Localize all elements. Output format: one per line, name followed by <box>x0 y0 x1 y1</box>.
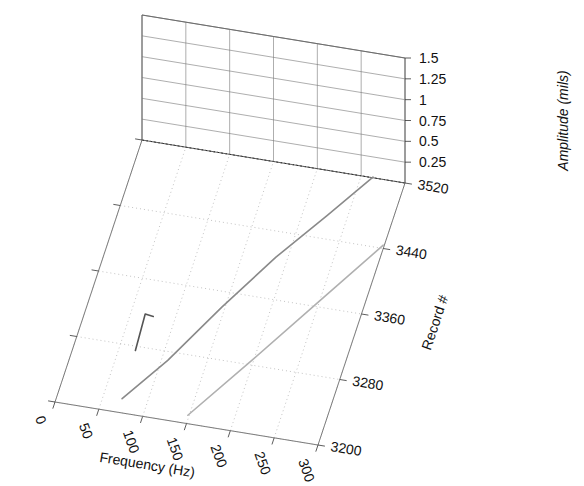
tick-y <box>405 58 411 59</box>
tick-x <box>272 438 274 445</box>
tick-z <box>362 314 369 315</box>
ridge <box>135 314 153 350</box>
tick-z <box>92 270 99 271</box>
tick-x <box>184 424 186 431</box>
floor-grid-x <box>55 140 142 402</box>
floor-grid-z <box>55 402 318 445</box>
tick-label-x: 150 <box>164 435 187 463</box>
tick-z <box>70 335 77 336</box>
wall-grid-y <box>142 36 405 79</box>
wall-grid-y <box>142 78 405 121</box>
tick-x <box>140 416 142 423</box>
tick-y <box>405 162 411 163</box>
floor-grid-x <box>230 169 317 431</box>
tick-y <box>405 78 411 79</box>
tick-label-y: 0.5 <box>419 133 439 149</box>
floor-grid-x <box>187 162 274 424</box>
axis-title-z: Record # <box>418 293 451 352</box>
wall-grid-y <box>142 119 405 162</box>
tick-label-z: 3360 <box>373 307 407 328</box>
tick-z <box>48 401 55 402</box>
tick-label-y: 1 <box>419 92 427 108</box>
axis-title-y: Amplitude (mils) <box>555 70 571 171</box>
tick-z <box>113 204 120 205</box>
tick-z <box>405 183 412 184</box>
tick-x <box>53 402 55 409</box>
tick-y <box>405 99 411 100</box>
floor-grid-z <box>99 271 362 314</box>
tick-label-z: 3440 <box>395 242 429 263</box>
tick-z <box>340 380 347 381</box>
wall-grid-y <box>142 57 405 100</box>
chart: 0 50 100 150 200 250 300 3200 3280 3360 3440 3520 0.… <box>0 0 584 486</box>
tick-label-x: 250 <box>251 449 274 477</box>
floor-grid-z <box>120 206 383 249</box>
tick-y <box>405 120 411 121</box>
floor-grid-z <box>77 337 340 380</box>
tick-y <box>405 141 411 142</box>
tick-label-z: 3200 <box>330 438 364 459</box>
floor-grid-z <box>142 140 405 183</box>
data-group <box>122 177 383 415</box>
axis-title-x: Frequency (Hz) <box>98 449 196 480</box>
tick-label-y: 1.25 <box>419 71 446 87</box>
tick-x <box>316 445 318 452</box>
wall-grid-y <box>142 98 405 141</box>
tick-label-x: 100 <box>120 428 143 456</box>
ridge <box>188 245 383 415</box>
tick-label-x: 300 <box>295 457 318 485</box>
wall-grid-y <box>142 15 405 58</box>
tick-label-x: 50 <box>76 421 96 441</box>
tick-label-y: 0.25 <box>419 154 446 170</box>
tick-label-y: 1.5 <box>419 50 439 66</box>
back-wall <box>142 15 405 183</box>
tick-z <box>383 249 390 250</box>
tick-x <box>228 431 230 438</box>
floor-edge <box>55 140 405 445</box>
tick-label-x: 200 <box>208 442 231 470</box>
tick-label-x: 0 <box>32 414 50 427</box>
tick-label-y: 0.75 <box>419 113 446 129</box>
tick-z <box>318 445 325 446</box>
tick-x <box>97 409 99 416</box>
tick-label-z: 3520 <box>417 176 451 197</box>
tick-label-z: 3280 <box>351 373 385 394</box>
floor-grid-x <box>274 176 361 438</box>
grid <box>48 15 412 452</box>
tick-z <box>135 139 142 140</box>
